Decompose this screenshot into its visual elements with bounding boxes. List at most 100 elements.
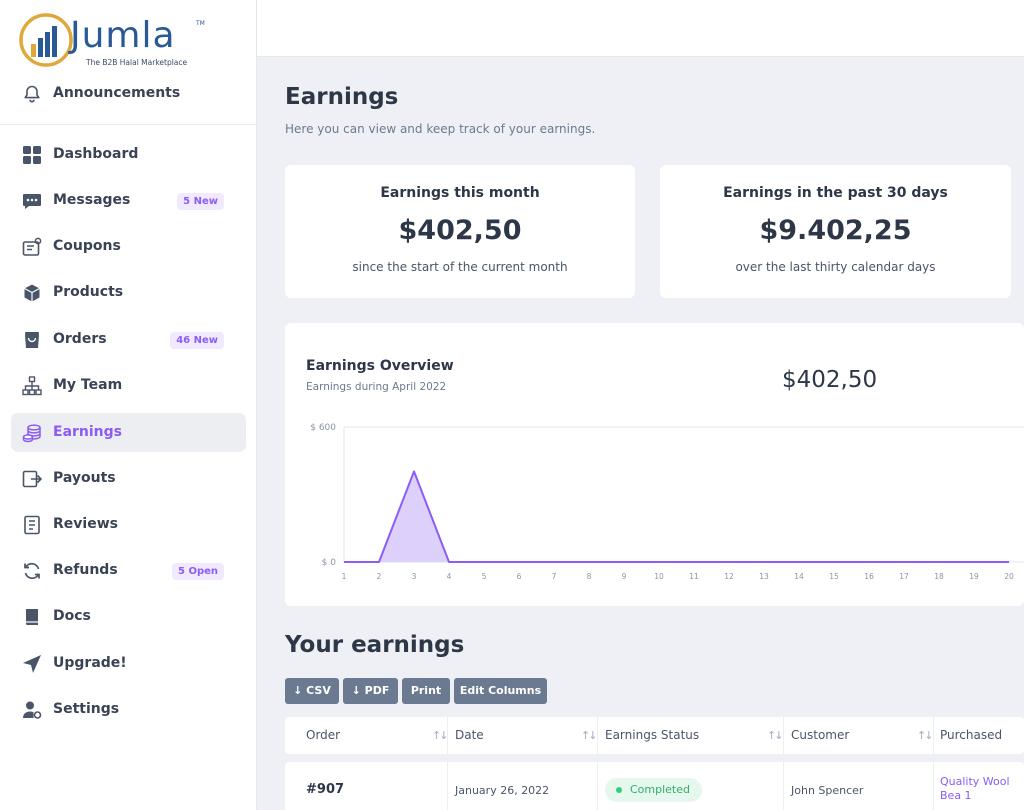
sidebar-item-label: Docs (53, 608, 91, 624)
stat-description: over the last thirty calendar days (735, 260, 936, 274)
stat-title: Earnings in the past 30 days (723, 185, 948, 201)
sidebar-item-label: Refunds (53, 562, 118, 578)
org-chart-icon (22, 376, 42, 396)
sort-icon[interactable]: ↑↓ (917, 729, 934, 742)
sidebar-item-upgrade[interactable]: Upgrade! (11, 644, 246, 683)
order-date: January 26, 2022 (455, 784, 550, 797)
column-divider (597, 717, 598, 754)
stat-description: since the start of the current month (352, 260, 568, 274)
logo-trademark: TM (196, 20, 205, 27)
sidebar-item-coupons[interactable]: Coupons (11, 227, 246, 266)
edit-columns-button[interactable]: Edit Columns (454, 678, 547, 704)
x-tick-label: 10 (654, 572, 664, 581)
page-title: Earnings (285, 84, 399, 110)
x-tick-label: 4 (447, 572, 452, 581)
export-pdf-button[interactable]: ↓ PDF (343, 678, 398, 704)
column-header-order[interactable]: Order (306, 728, 341, 742)
overview-total: $402,50 (782, 367, 878, 393)
x-tick-label: 11 (689, 572, 699, 581)
sidebar-item-label: Products (53, 284, 124, 300)
stat-value: $9.402,25 (759, 215, 912, 246)
bell-icon (24, 85, 40, 103)
sidebar-item-dashboard[interactable]: Dashboard (11, 135, 246, 174)
column-divider (597, 762, 598, 810)
x-tick-label: 13 (759, 572, 769, 581)
overview-title: Earnings Overview (306, 358, 454, 374)
grid-icon (23, 146, 41, 164)
status-text: Completed (630, 783, 690, 796)
x-tick-label: 1 (342, 572, 347, 581)
x-tick-label: 18 (934, 572, 944, 581)
column-divider (933, 762, 934, 810)
series-area (344, 471, 1009, 562)
send-icon (23, 655, 41, 673)
sidebar-item-label: My Team (53, 377, 123, 393)
sort-icon[interactable]: ↑↓ (581, 729, 598, 742)
column-header-purchased[interactable]: Purchased (940, 728, 1003, 742)
table-row[interactable]: #907 January 26, 2022 Completed John Spe… (285, 762, 1024, 810)
x-tick-label: 8 (587, 572, 592, 581)
sidebar-item-earnings[interactable]: Earnings (11, 413, 246, 452)
x-tick-label: 3 (412, 572, 417, 581)
review-icon (24, 515, 40, 535)
column-divider (783, 717, 784, 754)
column-divider (783, 762, 784, 810)
stat-value: $402,50 (398, 215, 522, 246)
earnings-overview-card: Earnings Overview Earnings during April … (285, 323, 1024, 606)
sort-icon[interactable]: ↑↓ (767, 729, 784, 742)
brand-logo[interactable]: Jumla TM The B2B Halal Marketplace (18, 12, 218, 70)
x-tick-label: 7 (552, 572, 557, 581)
sidebar-item-label: Announcements (53, 85, 181, 101)
sidebar-item-reviews[interactable]: Reviews (11, 505, 246, 544)
column-header-date[interactable]: Date (455, 728, 484, 742)
sidebar: Jumla TM The B2B Halal Marketplace Annou… (0, 0, 257, 810)
sidebar-divider (0, 124, 257, 125)
sidebar-item-label: Settings (53, 701, 120, 717)
top-bar (257, 0, 1024, 57)
sidebar-item-payouts[interactable]: Payouts (11, 459, 246, 498)
x-tick-label: 19 (969, 572, 979, 581)
stat-card-this-month: Earnings this month $402,50 since the st… (285, 165, 635, 298)
column-header-earnings-status[interactable]: Earnings Status (605, 728, 700, 742)
table-header: Order ↑↓ Date ↑↓ Earnings Status ↑↓ Cust… (285, 717, 1024, 754)
sidebar-item-label: Earnings (53, 424, 123, 440)
x-tick-label: 16 (864, 572, 874, 581)
sidebar-item-label: Orders (53, 331, 107, 347)
sidebar-item-messages[interactable]: Messages 5 New (11, 181, 246, 220)
sidebar-item-products[interactable]: Products (11, 273, 246, 312)
your-earnings-title: Your earnings (285, 632, 465, 658)
chat-icon (23, 194, 41, 209)
sidebar-item-docs[interactable]: Docs (11, 597, 246, 636)
sidebar-item-orders[interactable]: Orders 46 New (11, 320, 246, 359)
sidebar-item-refunds[interactable]: Refunds 5 Open (11, 551, 246, 590)
x-tick-label: 14 (794, 572, 804, 581)
column-divider (447, 762, 448, 810)
column-header-customer[interactable]: Customer (791, 728, 850, 742)
x-tick-label: 12 (724, 572, 734, 581)
sidebar-item-label: Upgrade! (53, 655, 127, 671)
refunds-badge: 5 Open (172, 563, 224, 580)
sidebar-item-settings[interactable]: Settings (11, 690, 246, 729)
status-badge: Completed (605, 778, 702, 802)
sidebar-item-my-team[interactable]: My Team (11, 366, 246, 405)
order-number[interactable]: #907 (306, 782, 345, 797)
sort-icon[interactable]: ↑↓ (432, 729, 449, 742)
messages-badge: 5 New (177, 193, 224, 210)
sidebar-item-announcements[interactable]: Announcements (11, 74, 246, 113)
purchased-item-link[interactable]: Quality Wool Bea 1 (940, 775, 1010, 802)
print-button[interactable]: Print (402, 678, 450, 704)
page-subtitle: Here you can view and keep track of your… (285, 122, 596, 136)
series-line (344, 470, 1009, 563)
sidebar-item-label: Payouts (53, 470, 116, 486)
export-csv-button[interactable]: ↓ CSV (285, 678, 339, 704)
sidebar-item-label: Coupons (53, 238, 121, 254)
sidebar-item-label: Messages (53, 192, 131, 208)
x-tick-label: 9 (622, 572, 627, 581)
x-tick-label: 15 (829, 572, 839, 581)
status-dot (616, 787, 622, 793)
overview-subtitle: Earnings during April 2022 (306, 381, 447, 393)
sidebar-item-label: Reviews (53, 516, 118, 532)
coins-icon (22, 424, 41, 443)
column-divider (447, 717, 448, 754)
